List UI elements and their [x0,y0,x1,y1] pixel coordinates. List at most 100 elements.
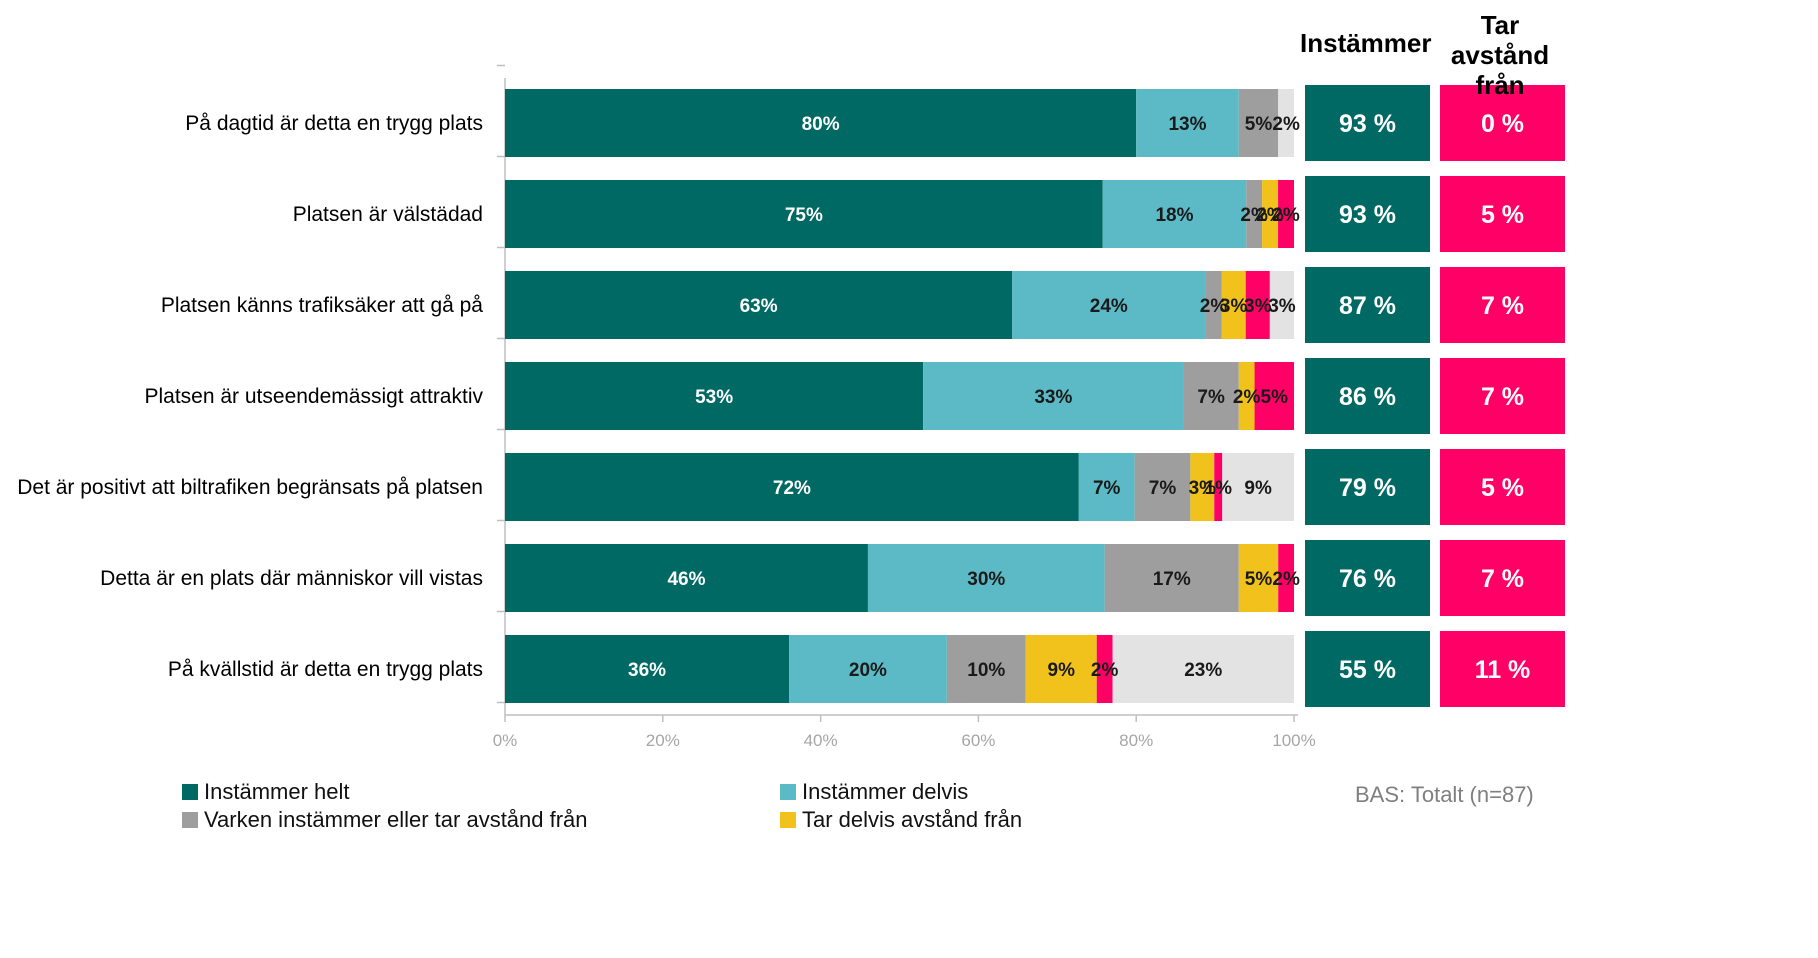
data-label: 13% [1168,114,1206,135]
agree-summary-value: 93 % [1339,201,1396,229]
bar-segment [1136,89,1239,157]
data-label: 5% [1245,114,1273,135]
data-label: 10% [967,660,1005,681]
bar-segment [1102,180,1247,248]
bar-segment [1278,544,1294,612]
bar-segment [1222,453,1294,521]
data-label: 3% [1220,296,1248,317]
agree-summary-box [1305,631,1430,707]
bar-segment [1246,180,1263,248]
data-label: 7% [1149,478,1177,499]
bar-segment [1238,544,1279,612]
legend-label: Tar delvis avstånd från [802,807,1023,832]
agree-summary-box [1305,267,1430,343]
bar-segment [1205,271,1222,339]
disagree-summary-box [1440,358,1565,434]
data-label: 2% [1272,114,1300,135]
data-label: 2% [1233,387,1261,408]
bar-segment [505,89,1137,157]
data-label: 3% [1244,296,1272,317]
agree-summary-box [1305,176,1430,252]
disagree-summary-box [1440,631,1565,707]
category-label: På kvällstid är detta en trygg plats [168,658,483,681]
legend-swatch [182,784,198,800]
legend-label: Instämmer delvis [802,779,969,804]
bar-segment [505,453,1079,521]
column-header-disagree-line1: Tar avstånd [1450,10,1550,70]
x-tick-label: 80% [1119,731,1153,750]
bar-segment [1096,635,1113,703]
legend-label: Instämmer helt [204,779,350,804]
disagree-summary-box [1440,267,1565,343]
category-label: Platsen känns trafiksäker att gå på [161,294,483,317]
legend-swatch [780,812,796,828]
bar-segment [1112,635,1294,703]
bar-segment [505,362,924,430]
agree-summary-value: 79 % [1339,474,1396,502]
bar-segment [1221,271,1246,339]
legend-swatch [780,784,796,800]
bar-segment [867,544,1105,612]
category-label: Platsen är välstädad [293,203,483,226]
data-label: 5% [1261,387,1289,408]
legend-item-0: Instämmer helt [182,779,350,805]
column-header-agree: Instämmer [1300,28,1432,58]
data-label: 2% [1272,569,1300,590]
bar-segment [1104,544,1239,612]
data-label: 75% [785,205,823,226]
bar-segment [1254,362,1294,430]
disagree-summary-value: 7 % [1481,565,1524,593]
data-label: 63% [740,296,778,317]
bar-segment [1025,635,1097,703]
agree-summary-value: 86 % [1339,383,1396,411]
category-label: På dagtid är detta en trygg plats [185,112,483,135]
data-label: 72% [773,478,811,499]
data-label: 33% [1034,387,1072,408]
disagree-summary-box [1440,85,1565,161]
data-label: 53% [695,387,733,408]
disagree-summary-value: 5 % [1481,474,1524,502]
data-label: 24% [1090,296,1128,317]
bar-segment [1078,453,1135,521]
data-label: 7% [1093,478,1121,499]
data-label: 80% [802,114,840,135]
data-label: 23% [1184,660,1222,681]
bar-segment [505,271,1013,339]
category-label: Det är positivt att biltrafiken begränsa… [17,476,483,499]
disagree-summary-value: 7 % [1481,383,1524,411]
bar-segment [1190,453,1215,521]
x-tick-label: 60% [961,731,995,750]
bar-segment [1262,180,1279,248]
data-label: 3% [1189,478,1217,499]
data-label: 30% [967,569,1005,590]
bar-segment [1012,271,1206,339]
disagree-summary-value: 7 % [1481,292,1524,320]
data-label: 2% [1200,296,1228,317]
bar-segment [1238,89,1279,157]
data-label: 20% [849,660,887,681]
category-label: Platsen är utseendemässigt attraktiv [144,385,483,408]
agree-summary-box [1305,540,1430,616]
bar-segment [505,635,790,703]
disagree-summary-box [1440,176,1565,252]
bar-segment [789,635,947,703]
category-label: Detta är en plats där människor vill vis… [100,567,483,590]
legend-label: Varken instämmer eller tar avstånd från [204,807,588,832]
data-label: 2% [1240,205,1268,226]
disagree-summary-box [1440,449,1565,525]
bar-segment [505,544,868,612]
base-note: BAS: Totalt (n=87) [1355,782,1534,807]
data-label: 9% [1244,478,1272,499]
bar-segment [505,180,1103,248]
data-label: 1% [1205,478,1233,499]
disagree-summary-value: 0 % [1481,110,1524,138]
legend-item-3: Tar delvis avstånd från [780,807,1022,833]
bar-segment [923,362,1184,430]
agree-summary-value: 93 % [1339,110,1396,138]
bar-segment [1214,453,1223,521]
bar-segment [1278,180,1294,248]
data-label: 5% [1245,569,1273,590]
bar-segment [1245,271,1270,339]
column-header-disagree-line2: från [1475,70,1525,100]
